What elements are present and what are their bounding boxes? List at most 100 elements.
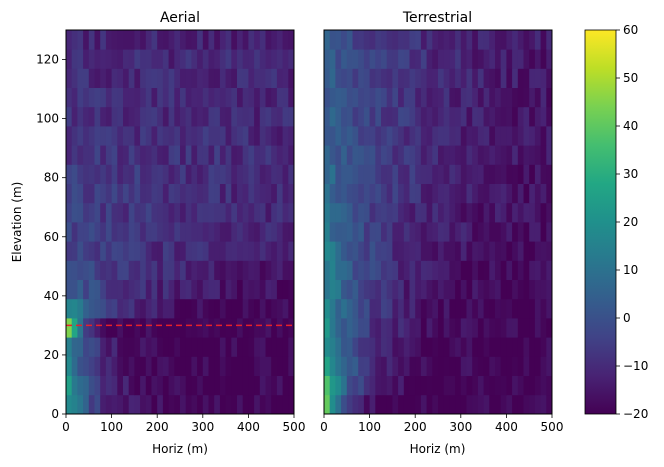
heatmap-cell xyxy=(363,279,370,300)
heatmap-cell xyxy=(324,30,331,50)
heatmap-cell xyxy=(202,394,209,415)
heatmap-cell xyxy=(512,164,519,184)
heatmap-cell xyxy=(185,318,192,338)
heatmap-cell xyxy=(151,318,158,338)
heatmap-cell xyxy=(443,298,450,319)
heatmap-cell xyxy=(443,30,450,50)
heatmap-cell xyxy=(100,337,107,357)
heatmap-cell xyxy=(100,87,107,108)
heatmap-cell xyxy=(341,183,348,204)
heatmap-cell xyxy=(500,260,507,280)
heatmap-cell xyxy=(214,241,221,261)
heatmap-cell xyxy=(202,241,209,261)
heatmap-cell xyxy=(466,222,473,242)
heatmap-cell xyxy=(375,49,382,69)
heatmap-cell xyxy=(242,202,249,223)
heatmap-cell xyxy=(208,87,215,108)
heatmap-cell xyxy=(162,260,169,280)
heatmap-cell xyxy=(282,298,289,319)
heatmap-cell xyxy=(191,260,198,280)
heatmap-cell xyxy=(123,49,130,69)
heatmap-cell xyxy=(242,279,249,300)
heatmap-cell xyxy=(242,337,249,357)
heatmap-cell xyxy=(140,126,147,146)
heatmap-cell xyxy=(512,183,519,204)
heatmap-cell xyxy=(248,222,255,242)
heatmap-cell xyxy=(157,279,164,300)
heatmap-cell xyxy=(415,164,422,184)
heatmap-cell xyxy=(231,164,238,184)
heatmap-cell xyxy=(208,202,215,223)
heatmap-cell xyxy=(506,260,513,280)
heatmap-cell xyxy=(534,49,541,69)
heatmap-cell xyxy=(415,87,422,108)
heatmap-cell xyxy=(540,375,547,396)
y-tick-label: 40 xyxy=(44,289,59,303)
heatmap-cell xyxy=(329,318,336,338)
heatmap-cell xyxy=(123,318,130,338)
heatmap-cell xyxy=(180,106,187,127)
heatmap-cell xyxy=(329,126,336,146)
heatmap-cell xyxy=(174,241,181,261)
heatmap-cell xyxy=(88,145,95,165)
heatmap-cell xyxy=(276,106,283,127)
heatmap-cell xyxy=(197,279,204,300)
heatmap-cell xyxy=(495,337,502,357)
heatmap-cell xyxy=(403,298,410,319)
heatmap-cell xyxy=(495,68,502,88)
heatmap-cell xyxy=(341,241,348,261)
heatmap-cell xyxy=(460,145,467,165)
heatmap-cell xyxy=(174,222,181,242)
heatmap-cell xyxy=(282,145,289,165)
heatmap-cell xyxy=(111,30,118,50)
heatmap-cell xyxy=(83,68,90,88)
heatmap-cell xyxy=(231,279,238,300)
heatmap-cell xyxy=(386,337,393,357)
heatmap-cell xyxy=(438,106,445,127)
heatmap-cell xyxy=(202,202,209,223)
heatmap-cell xyxy=(117,241,124,261)
heatmap-cell xyxy=(506,337,513,357)
heatmap-cell xyxy=(341,375,348,396)
heatmap-cell xyxy=(495,126,502,146)
heatmap-cell xyxy=(202,30,209,50)
heatmap-cell xyxy=(517,279,524,300)
heatmap-cell xyxy=(386,145,393,165)
heatmap-cell xyxy=(329,375,336,396)
terrestrial-panel: Terrestrial 0 100 200 300 400 500 Horiz (m) xyxy=(320,10,563,456)
heatmap-cell xyxy=(162,241,169,261)
heatmap-cell xyxy=(128,49,135,69)
heatmap-cell xyxy=(363,30,370,50)
heatmap-cell xyxy=(529,164,536,184)
heatmap-cell xyxy=(472,49,479,69)
heatmap-cell xyxy=(208,298,215,319)
heatmap-cell xyxy=(265,222,272,242)
heatmap-cell xyxy=(145,106,152,127)
heatmap-cell xyxy=(426,202,433,223)
x-tick-label: 400 xyxy=(237,420,260,434)
heatmap-cell xyxy=(145,126,152,146)
heatmap-cell xyxy=(288,30,295,50)
heatmap-cell xyxy=(363,87,370,108)
heatmap-cell xyxy=(225,183,232,204)
heatmap-cell xyxy=(71,30,78,50)
heatmap-cell xyxy=(415,298,422,319)
heatmap-cell xyxy=(324,126,331,146)
heatmap-cell xyxy=(276,30,283,50)
heatmap-cell xyxy=(529,375,536,396)
heatmap-cell xyxy=(71,356,78,376)
heatmap-cell xyxy=(197,337,204,357)
heatmap-cell xyxy=(128,298,135,319)
heatmap-cell xyxy=(358,337,365,357)
heatmap-cell xyxy=(157,164,164,184)
heatmap-cell xyxy=(477,394,484,415)
heatmap-cell xyxy=(191,49,198,69)
heatmap-cell xyxy=(191,68,198,88)
heatmap-cell xyxy=(517,202,524,223)
heatmap-cell xyxy=(523,106,530,127)
heatmap-cell xyxy=(208,375,215,396)
heatmap-cell xyxy=(426,260,433,280)
heatmap-cell xyxy=(83,202,90,223)
heatmap-cell xyxy=(145,87,152,108)
heatmap-cell xyxy=(157,394,164,415)
